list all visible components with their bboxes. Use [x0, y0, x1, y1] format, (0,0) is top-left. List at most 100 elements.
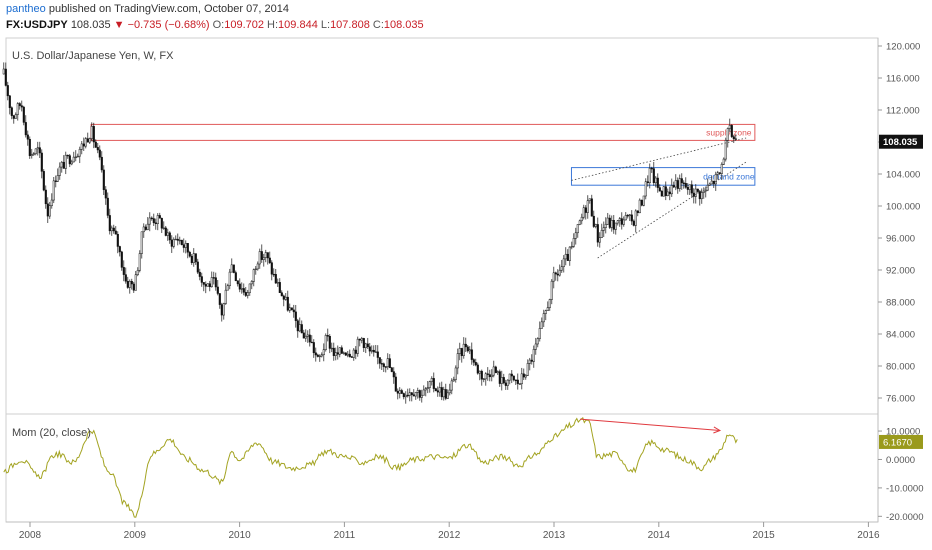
- candle-body: [534, 343, 537, 350]
- divergence-arrow-line[interactable]: [580, 418, 720, 431]
- high-value: 109.844: [278, 19, 318, 31]
- candle-body: [632, 220, 635, 226]
- candle-body: [610, 219, 613, 228]
- candle-body: [182, 244, 185, 248]
- candle-body: [648, 167, 651, 184]
- candle-body: [646, 181, 649, 184]
- candle-body: [474, 362, 477, 366]
- candle-body: [12, 115, 15, 119]
- candle-body: [586, 200, 589, 213]
- candle-body: [416, 390, 419, 393]
- candle-body: [246, 292, 249, 296]
- candle-body: [316, 354, 319, 357]
- candle-body: [726, 128, 729, 141]
- price-pane[interactable]: [5, 37, 879, 415]
- candle-body: [456, 353, 459, 369]
- candle-body: [16, 103, 19, 115]
- candle-body: [396, 390, 399, 394]
- candle-body: [254, 268, 257, 270]
- candle-body: [484, 373, 487, 380]
- candle-body: [380, 363, 383, 365]
- candle-body: [238, 283, 241, 290]
- price-tick-label: 112.000: [886, 106, 920, 117]
- candle-body: [130, 281, 133, 285]
- candle-body: [548, 299, 551, 308]
- candle-body: [146, 223, 149, 230]
- close-label: C:: [372, 19, 384, 31]
- candle-body: [494, 366, 497, 374]
- candle-body: [436, 390, 439, 393]
- candle-body: [652, 168, 655, 183]
- candle-body: [700, 192, 703, 200]
- candle-body: [694, 188, 697, 197]
- candle-body: [622, 219, 625, 225]
- candle-body: [506, 379, 509, 386]
- candle-body: [414, 392, 417, 397]
- candle-body: [114, 230, 117, 235]
- candle-body: [120, 251, 123, 268]
- momentum-value-tag-label: 6.1670: [883, 437, 912, 448]
- candle-body: [402, 393, 405, 398]
- candle-body: [688, 184, 691, 190]
- candle-body: [446, 392, 449, 399]
- candle-body: [676, 180, 679, 189]
- candle-body: [210, 277, 213, 288]
- candle-body: [588, 198, 591, 201]
- candle-body: [294, 311, 297, 321]
- candle-body: [716, 172, 719, 175]
- candle-body: [78, 149, 81, 157]
- candle-body: [22, 106, 25, 123]
- candle-body: [704, 189, 707, 192]
- candle-body: [94, 141, 97, 148]
- candle-body: [106, 197, 109, 216]
- demand-zone-box[interactable]: [570, 167, 756, 186]
- momentum-pane[interactable]: [5, 413, 879, 523]
- candle-body: [378, 357, 381, 364]
- candle-body: [608, 217, 611, 228]
- candle-body: [58, 166, 61, 176]
- candle-body: [74, 156, 77, 159]
- candle-body: [684, 183, 687, 188]
- candle-body: [202, 282, 205, 285]
- candle-body: [300, 324, 303, 334]
- candle-body: [350, 356, 353, 358]
- candle-body: [600, 230, 603, 238]
- candle-body: [680, 178, 683, 184]
- momentum-value-tag: [879, 434, 923, 449]
- candle-body: [666, 191, 669, 196]
- candle-body: [148, 217, 151, 225]
- candle-body: [354, 349, 357, 354]
- candle-body: [100, 156, 103, 171]
- candle-body: [30, 154, 33, 156]
- candle-body: [698, 191, 701, 200]
- candle-body: [292, 309, 295, 313]
- candle-body: [714, 174, 717, 185]
- candle-body: [124, 274, 127, 282]
- candle-body: [280, 292, 283, 297]
- candle-body: [220, 304, 223, 316]
- candle-body: [270, 262, 273, 275]
- high-label: H:: [267, 19, 279, 31]
- candle-body: [132, 283, 135, 291]
- candle-body: [344, 352, 347, 356]
- candle-body: [278, 282, 281, 293]
- candle-body: [542, 313, 545, 323]
- candle-body: [512, 375, 515, 381]
- symbol-name[interactable]: FX:USDJPY: [6, 19, 68, 31]
- candle-body: [686, 187, 689, 190]
- year-tick-label: 2014: [648, 530, 671, 541]
- candle-body: [190, 255, 193, 263]
- momentum-tick-label: 0.0000: [886, 455, 915, 466]
- candle-body: [338, 347, 341, 355]
- candle-body: [504, 382, 507, 386]
- trendline[interactable]: [597, 161, 747, 259]
- candle-body: [260, 251, 263, 260]
- candle-body: [368, 346, 371, 352]
- candle-body: [348, 353, 351, 357]
- candle-body: [48, 205, 51, 217]
- candle-body: [286, 296, 289, 311]
- candle-body: [334, 352, 337, 356]
- candle-body: [314, 352, 317, 356]
- author-link[interactable]: pantheo: [6, 3, 46, 15]
